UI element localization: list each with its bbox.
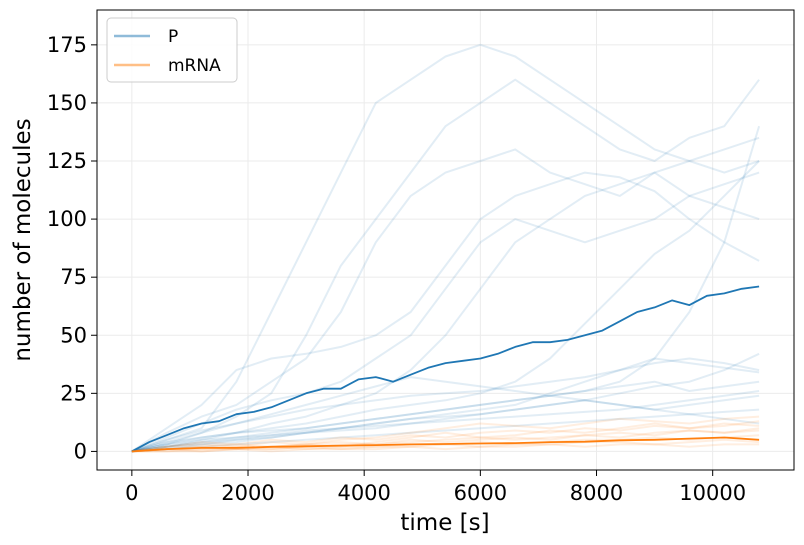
mrna-trajectory-line [131,427,760,453]
y-tick-label: 0 [74,439,87,463]
p-trajectory-line [131,408,760,453]
p-trajectory-line [131,352,760,453]
y-axis-label: number of molecules [10,118,36,361]
p-trajectory-line [131,357,760,453]
x-tick-label: 6000 [454,481,507,505]
p-trajectory-line [131,125,761,453]
x-tick-label: 2000 [221,481,274,505]
y-tick-label: 100 [47,207,87,231]
p-trajectory-line [131,394,760,453]
mrna-trajectory-line [131,420,760,453]
p-trajectory-line [131,171,760,453]
trajectory-lines [131,43,761,453]
x-tick-label: 4000 [337,481,390,505]
y-tick-label: 175 [47,33,87,57]
x-tick-label: 8000 [570,481,623,505]
legend-label-mrna: mRNA [168,56,221,76]
plot-frame [96,9,795,471]
y-tick-label: 25 [60,381,87,405]
mrna-trajectory-line [131,443,760,453]
p-mean-line [131,285,760,453]
mrna-trajectory-line [131,429,760,453]
grid-lines [97,10,794,470]
y-tick-label: 75 [60,265,87,289]
legend: P mRNA [106,17,238,83]
p-trajectory-line [131,390,760,453]
plot-area [131,43,761,453]
x-axis-ticks: 0 2000 4000 6000 8000 10000 [125,470,746,505]
p-trajectory-line [131,171,760,453]
legend-label-p: P [168,27,178,47]
mrna-trajectory-line [131,415,760,453]
y-axis-ticks: 0 25 50 75 100 125 150 175 [47,33,97,463]
y-tick-label: 150 [47,91,87,115]
x-tick-label: 10000 [679,481,746,505]
p-trajectory-line [131,380,760,453]
p-trajectory-line [131,171,760,453]
y-tick-label: 125 [47,149,87,173]
p-trajectory-line [131,136,760,453]
x-axis-label: time [s] [400,510,489,536]
p-trajectory-line [131,376,760,453]
mrna-mean-line [131,436,760,453]
p-trajectory-line [131,160,760,453]
mrna-trajectory-line [131,422,760,453]
y-tick-label: 50 [60,323,87,347]
x-tick-label: 0 [125,481,138,505]
mean-lines [131,285,760,453]
p-trajectory-line [131,78,760,453]
p-trajectory-line [131,357,760,453]
p-trajectory-line [131,43,760,453]
